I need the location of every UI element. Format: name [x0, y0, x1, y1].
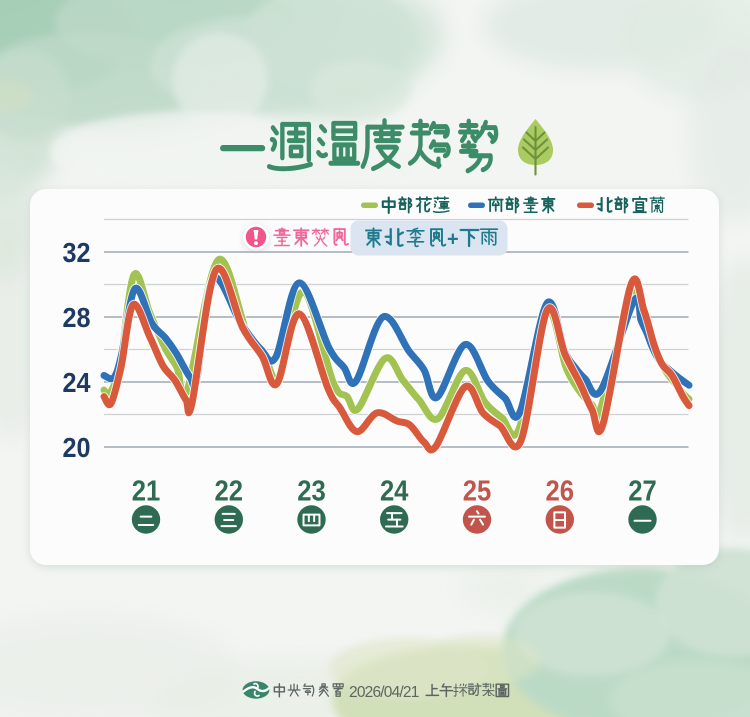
svg-text:24: 24 — [380, 476, 409, 508]
svg-text:2026/04/21: 2026/04/21 — [349, 684, 419, 701]
svg-text:21: 21 — [132, 476, 161, 508]
svg-text:26: 26 — [546, 476, 575, 508]
svg-text:20: 20 — [63, 432, 91, 463]
svg-text:27: 27 — [628, 476, 657, 508]
svg-text:+: + — [447, 229, 459, 251]
svg-text:22: 22 — [215, 476, 244, 508]
svg-text:28: 28 — [63, 302, 91, 333]
svg-text:23: 23 — [297, 476, 326, 508]
svg-text:32: 32 — [63, 237, 91, 268]
svg-text:25: 25 — [463, 476, 492, 508]
svg-text:24: 24 — [63, 367, 91, 398]
